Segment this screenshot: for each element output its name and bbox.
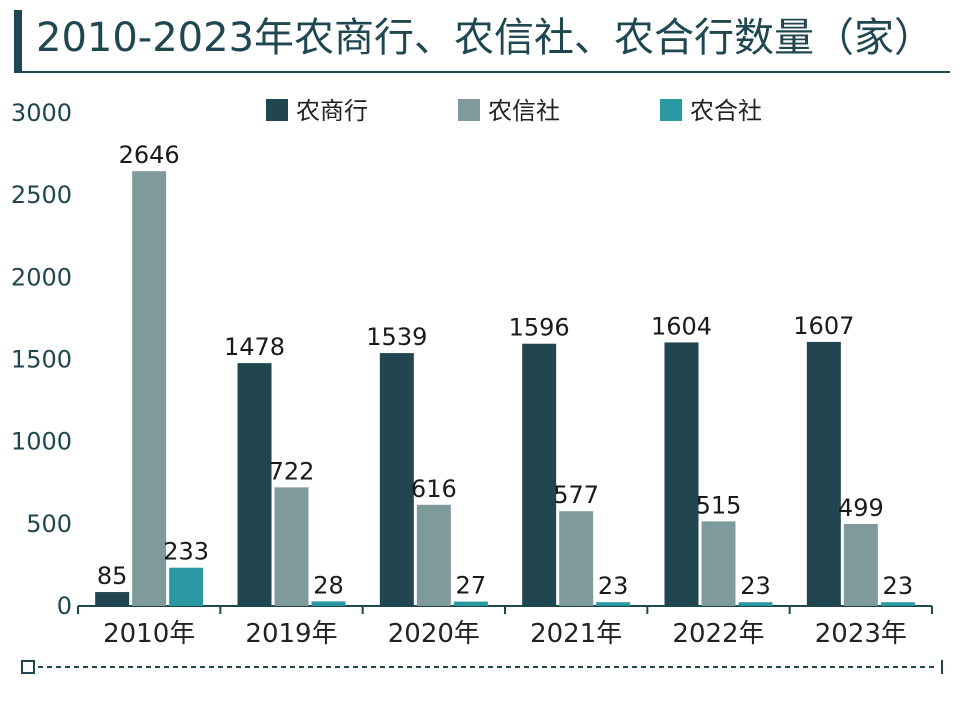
bar bbox=[701, 521, 736, 606]
bar bbox=[596, 602, 631, 606]
y-tick-label: 2500 bbox=[11, 181, 72, 209]
data-label: 722 bbox=[269, 457, 315, 485]
bar bbox=[453, 601, 488, 606]
bar bbox=[880, 602, 915, 606]
bar bbox=[95, 592, 130, 606]
y-tick-label: 2000 bbox=[11, 263, 72, 291]
data-label: 28 bbox=[313, 571, 344, 599]
data-label: 1539 bbox=[366, 323, 427, 351]
bar bbox=[274, 487, 309, 606]
bar bbox=[738, 602, 773, 606]
data-label: 23 bbox=[598, 572, 629, 600]
bar bbox=[169, 567, 204, 606]
legend-label: 农商行 bbox=[296, 97, 368, 125]
data-label: 27 bbox=[456, 572, 487, 600]
legend-label: 农信社 bbox=[488, 97, 560, 125]
x-tick-label: 2019年 bbox=[245, 619, 337, 649]
bar bbox=[311, 601, 346, 606]
x-tick-label: 2010年 bbox=[103, 619, 195, 649]
bar bbox=[843, 523, 878, 606]
y-tick-label: 0 bbox=[57, 592, 72, 620]
data-label: 233 bbox=[163, 538, 209, 566]
legend-swatch bbox=[660, 99, 682, 121]
x-tick-label: 2022年 bbox=[672, 619, 764, 649]
bar bbox=[664, 342, 699, 606]
data-label: 1596 bbox=[509, 314, 570, 342]
bar bbox=[522, 343, 557, 606]
data-label: 499 bbox=[838, 494, 884, 522]
bar bbox=[237, 363, 272, 606]
y-tick-label: 3000 bbox=[11, 99, 72, 127]
y-tick-label: 500 bbox=[26, 510, 72, 538]
legend-swatch bbox=[266, 99, 288, 121]
data-label: 577 bbox=[553, 481, 599, 509]
data-label: 1607 bbox=[793, 312, 854, 340]
y-tick-label: 1500 bbox=[11, 346, 72, 374]
data-label: 1604 bbox=[651, 312, 712, 340]
legend-swatch bbox=[458, 99, 480, 121]
x-tick-label: 2021年 bbox=[530, 619, 622, 649]
data-label: 1478 bbox=[224, 333, 285, 361]
bar bbox=[806, 341, 841, 606]
data-label: 2646 bbox=[119, 141, 180, 169]
footer-square-marker bbox=[21, 660, 35, 674]
legend-label: 农合社 bbox=[690, 97, 762, 125]
chart-title: 2010-2023年农商行、农信社、农合行数量（家） bbox=[36, 15, 935, 61]
data-label: 23 bbox=[740, 572, 771, 600]
y-tick-label: 1000 bbox=[11, 428, 72, 456]
bar bbox=[559, 511, 594, 606]
data-label: 23 bbox=[883, 572, 914, 600]
bar bbox=[132, 171, 167, 606]
data-label: 85 bbox=[97, 562, 128, 590]
x-tick-label: 2023年 bbox=[815, 619, 907, 649]
title-underline bbox=[14, 71, 950, 73]
bar bbox=[379, 353, 414, 606]
x-tick-label: 2020年 bbox=[388, 619, 480, 649]
data-label: 616 bbox=[411, 475, 457, 503]
title-accent-bar bbox=[14, 10, 22, 72]
data-label: 515 bbox=[696, 491, 742, 519]
bar bbox=[416, 504, 451, 606]
